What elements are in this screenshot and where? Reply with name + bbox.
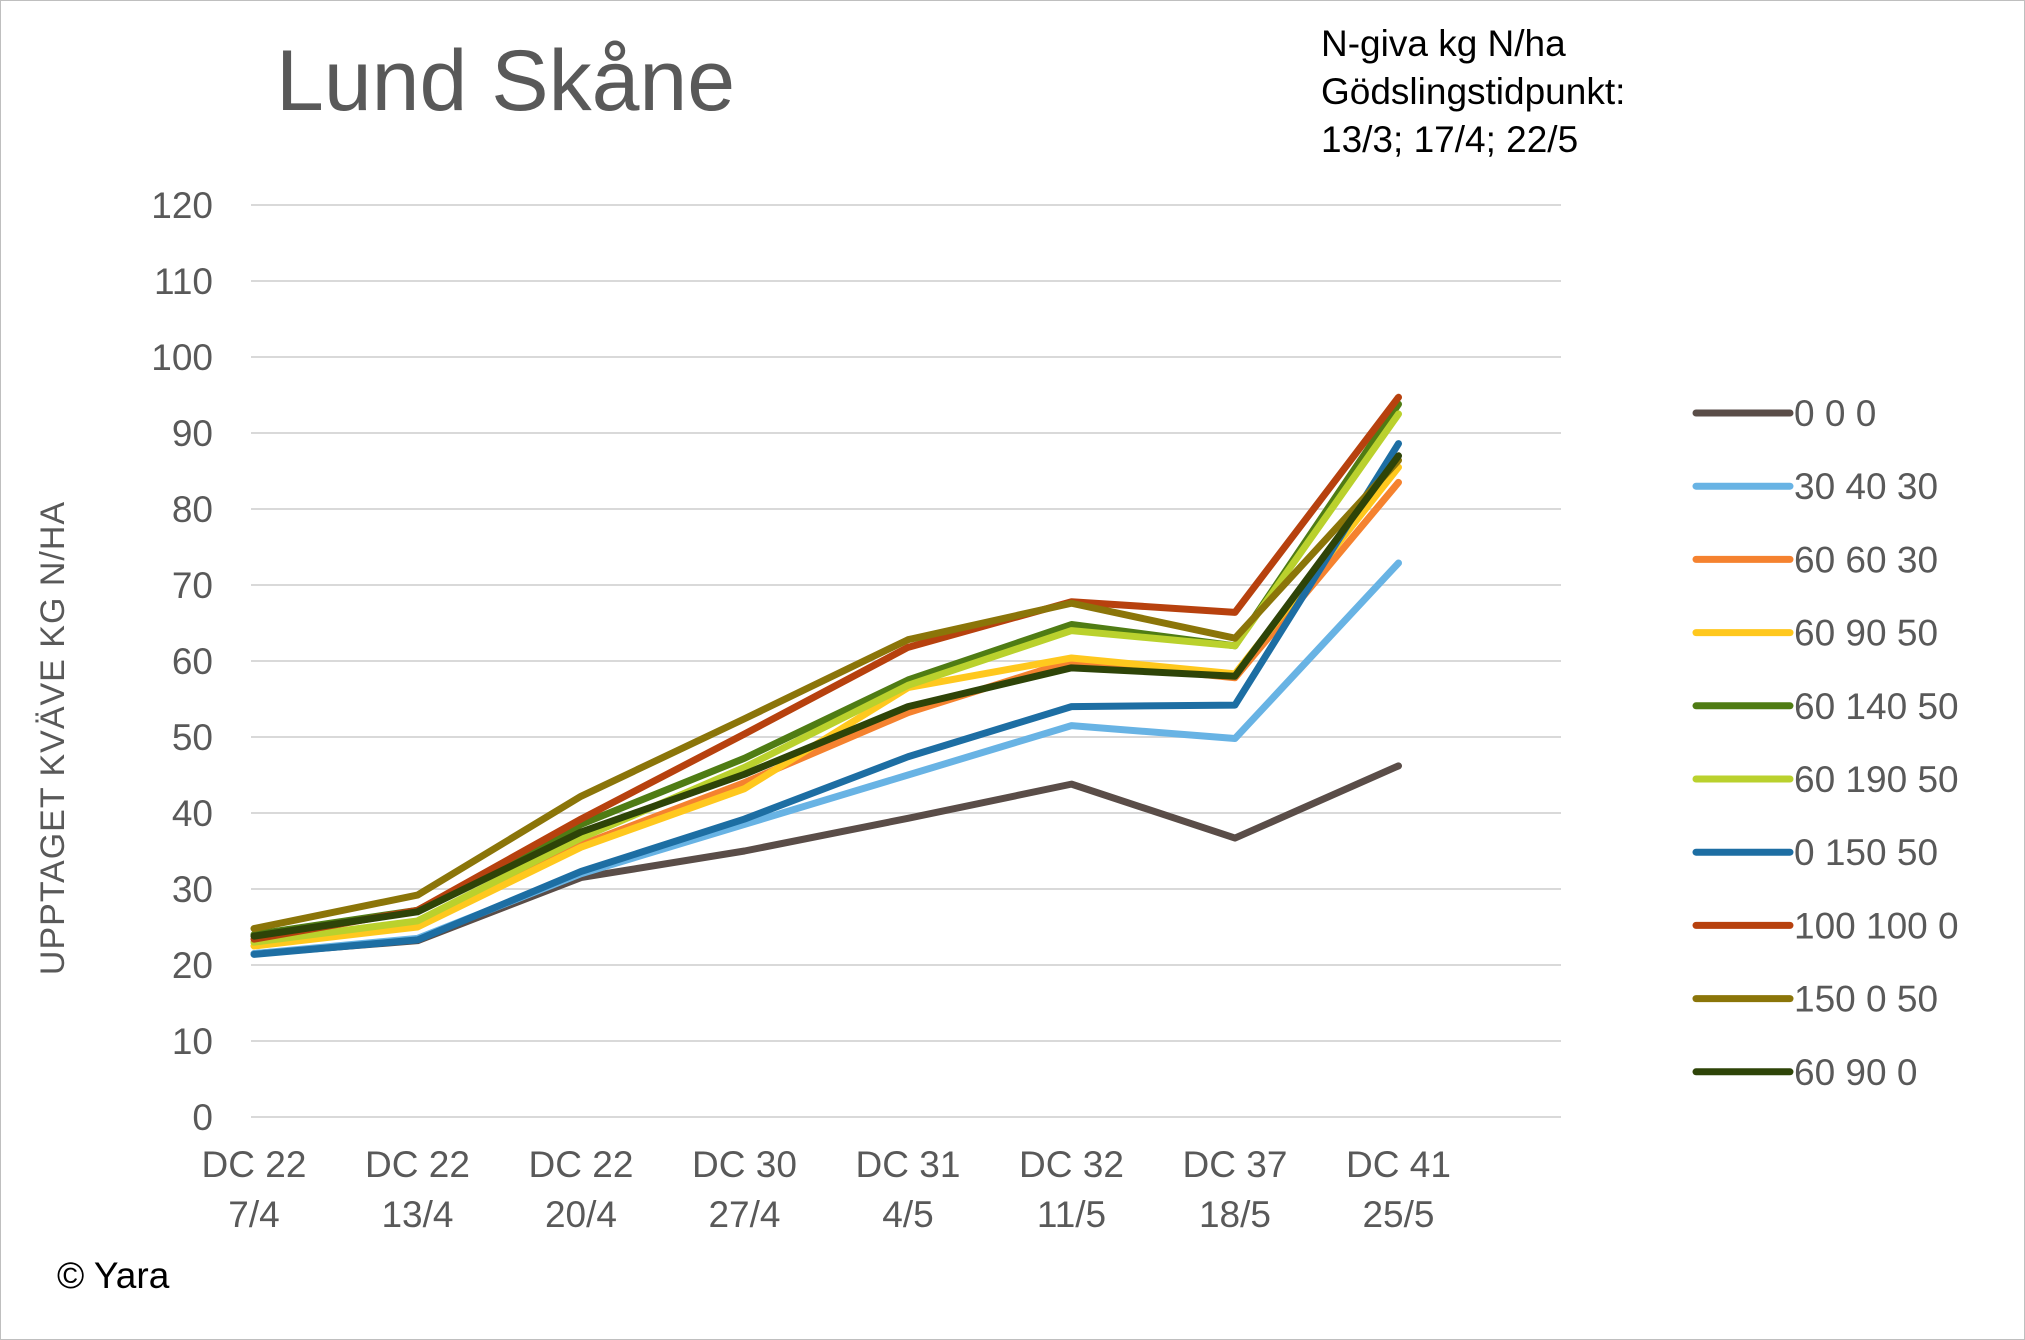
legend-label: 0 150 50 bbox=[1794, 832, 1938, 873]
y-tick-label: 70 bbox=[172, 565, 213, 606]
series-line bbox=[250, 478, 1402, 946]
y-tick-label: 120 bbox=[151, 185, 213, 226]
legend-label: 60 190 50 bbox=[1794, 759, 1959, 800]
series-line bbox=[250, 456, 1402, 933]
legend-label: 60 140 50 bbox=[1794, 686, 1959, 727]
note-line-1: N-giva kg N/ha bbox=[1321, 23, 1566, 64]
y-tick-label: 90 bbox=[172, 413, 213, 454]
legend-label: 0 0 0 bbox=[1794, 393, 1876, 434]
y-tick-label: 30 bbox=[172, 869, 213, 910]
legend-label: 30 40 30 bbox=[1794, 466, 1938, 507]
legend-label: 150 0 50 bbox=[1794, 979, 1938, 1020]
x-tick-label: DC 22 bbox=[529, 1144, 634, 1185]
x-tick-sublabel: 25/5 bbox=[1362, 1194, 1434, 1235]
y-tick-label: 40 bbox=[172, 793, 213, 834]
x-tick-sublabel: 4/5 bbox=[882, 1194, 933, 1235]
x-tick-label: DC 30 bbox=[692, 1144, 797, 1185]
chart-title: Lund Skåne bbox=[276, 33, 736, 129]
series-line bbox=[250, 393, 1402, 943]
series-line bbox=[250, 440, 1402, 958]
copyright-label: © Yara bbox=[57, 1255, 170, 1296]
x-tick-sublabel: 27/4 bbox=[708, 1194, 780, 1235]
x-tick-label: DC 32 bbox=[1019, 1144, 1124, 1185]
x-tick-sublabel: 20/4 bbox=[545, 1194, 617, 1235]
legend-label: 60 90 0 bbox=[1794, 1052, 1917, 1093]
y-tick-label: 100 bbox=[151, 337, 213, 378]
x-tick-label: DC 22 bbox=[202, 1144, 307, 1185]
y-tick-label: 110 bbox=[154, 261, 213, 302]
y-tick-label: 50 bbox=[172, 717, 213, 758]
legend-label: 100 100 0 bbox=[1794, 905, 1959, 946]
x-axis-ticks: DC 22 7/4 DC 22 13/4 DC 22 20/4 DC 30 27/4 DC 31… bbox=[202, 1144, 1451, 1235]
y-tick-label: 10 bbox=[172, 1021, 213, 1062]
y-tick-label: 80 bbox=[172, 489, 213, 530]
x-tick-label: DC 31 bbox=[856, 1144, 961, 1185]
x-tick-sublabel: 7/4 bbox=[228, 1194, 279, 1235]
series-line bbox=[250, 410, 1402, 946]
y-axis-ticks: 0 10 20 30 40 50 60 70 80 90 100 110 120 bbox=[151, 185, 213, 1138]
gridlines bbox=[251, 204, 1561, 1118]
fertilization-note: N-giva kg N/ha Gödslingstidpunkt: 13/3; … bbox=[1321, 20, 1625, 164]
series-line bbox=[250, 559, 1402, 958]
note-line-3: 13/3; 17/4; 22/5 bbox=[1321, 119, 1579, 160]
x-tick-sublabel: 13/4 bbox=[381, 1194, 453, 1235]
series-line bbox=[250, 452, 1402, 940]
series-line bbox=[250, 400, 1402, 939]
y-tick-label: 20 bbox=[172, 945, 213, 986]
series-lines bbox=[250, 393, 1402, 958]
y-tick-label: 0 bbox=[192, 1097, 213, 1138]
y-tick-label: 60 bbox=[172, 641, 213, 682]
y-axis-label: UPPTAGET KVÄVE KG N/HA bbox=[34, 501, 72, 975]
legend: 0 0 0 30 40 30 60 60 30 60 90 50 60 140 50 60… bbox=[1692, 393, 1959, 1093]
x-tick-label: DC 41 bbox=[1346, 1144, 1451, 1185]
legend-label: 60 90 50 bbox=[1794, 613, 1938, 654]
note-line-2: Gödslingstidpunkt: bbox=[1321, 71, 1626, 112]
x-tick-sublabel: 18/5 bbox=[1199, 1194, 1271, 1235]
x-tick-label: DC 37 bbox=[1183, 1144, 1288, 1185]
legend-label: 60 60 30 bbox=[1794, 539, 1938, 580]
x-tick-label: DC 22 bbox=[365, 1144, 470, 1185]
x-tick-sublabel: 11/5 bbox=[1037, 1194, 1106, 1235]
